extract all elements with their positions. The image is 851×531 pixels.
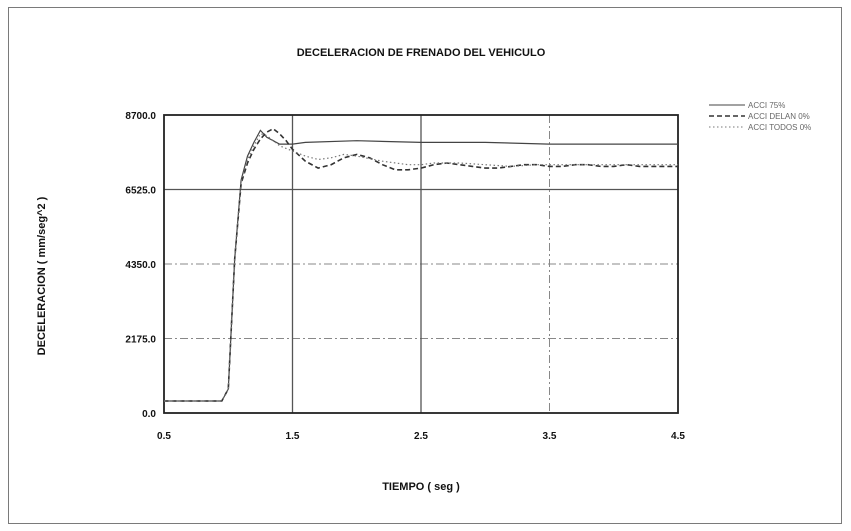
y-axis-label: DECELERACION ( mm/seg^2 ) <box>36 196 48 355</box>
y-tick-label: 0.0 <box>142 409 156 420</box>
chart-title: DECELERACION DE FRENADO DEL VEHICULO <box>297 47 546 59</box>
y-tick-label: 2175.0 <box>125 335 156 346</box>
legend-label: ACCI 75% <box>748 101 785 110</box>
series-line-3 <box>164 133 678 402</box>
y-tick-label: 6525.0 <box>125 186 156 197</box>
chart-frame: DECELERACION DE FRENADO DEL VEHICULO 0.5… <box>8 7 842 524</box>
legend: ACCI 75% ACCI DELAN 0% ACCI TODOS 0% <box>709 101 811 132</box>
grid <box>164 115 678 413</box>
x-tick-label: 0.5 <box>157 431 171 442</box>
y-tick-label: 4350.0 <box>125 260 156 271</box>
series-group <box>164 127 678 402</box>
series-line-2 <box>164 127 678 402</box>
x-tick-label: 1.5 <box>286 431 300 442</box>
x-tick-label: 3.5 <box>543 431 557 442</box>
x-tick-label: 4.5 <box>671 431 685 442</box>
x-tick-label: 2.5 <box>414 431 428 442</box>
legend-label: ACCI DELAN 0% <box>748 112 810 121</box>
plot-border-rect <box>163 114 679 414</box>
y-axis-ticks: 0.0 2175.0 4350.0 6525.0 8700.0 <box>125 111 156 420</box>
y-tick-label: 8700.0 <box>125 111 156 122</box>
legend-label: ACCI TODOS 0% <box>748 123 811 132</box>
x-axis-label: TIEMPO ( seg ) <box>382 481 460 493</box>
chart-canvas: DECELERACION DE FRENADO DEL VEHICULO 0.5… <box>36 47 811 493</box>
plot-area <box>163 114 679 414</box>
x-axis-ticks: 0.5 1.5 2.5 3.5 4.5 <box>157 431 685 442</box>
